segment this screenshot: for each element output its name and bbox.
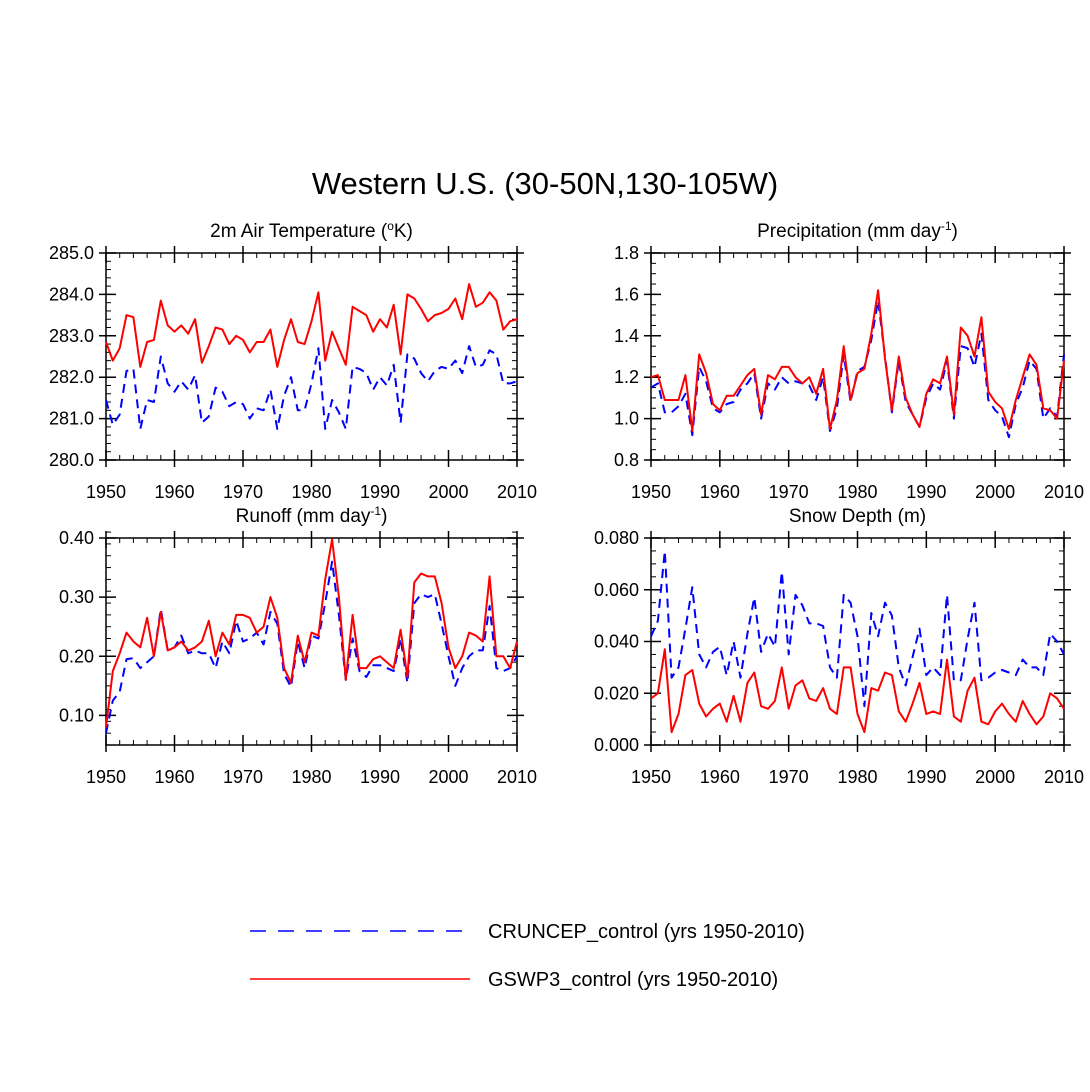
chart-panel-4: Snow Depth (m) 0.000 0.020 0.040 0.060 0.080 1… xyxy=(594,506,1084,787)
x-tick-label: 2010 xyxy=(1044,482,1084,502)
chart-panel-1: 2m Air Temperature (oK) 280.0 281.0 282.0 28… xyxy=(49,219,537,502)
y-tick-label: 0.10 xyxy=(59,705,94,725)
series-line-gswp3 xyxy=(105,283,518,368)
x-tick-label: 2000 xyxy=(975,767,1015,787)
y-tick-label: 1.0 xyxy=(614,409,639,429)
x-tick-label: 1990 xyxy=(360,482,400,502)
series-line-cruncep xyxy=(650,299,1065,439)
y-tick-label: 280.0 xyxy=(49,450,94,470)
x-tick-label: 1950 xyxy=(631,767,671,787)
series-line-cruncep xyxy=(650,549,1065,708)
y-tick-label: 0.30 xyxy=(59,587,94,607)
panel-title: Runoff (mm day-1) xyxy=(236,504,388,527)
y-tick-label: 285.0 xyxy=(49,243,94,263)
series-line-gswp3 xyxy=(650,289,1065,432)
x-tick-label: 2010 xyxy=(497,767,537,787)
y-tick-label: 282.0 xyxy=(49,367,94,387)
y-tick-label: 0.8 xyxy=(614,450,639,470)
x-tick-label: 2000 xyxy=(428,482,468,502)
x-tick-label: 1960 xyxy=(154,482,194,502)
x-tick-label: 2010 xyxy=(1044,767,1084,787)
plot-frame xyxy=(105,537,518,746)
x-tick-label: 1960 xyxy=(700,767,740,787)
x-tick-label: 2000 xyxy=(428,767,468,787)
x-tick-label: 1950 xyxy=(631,482,671,502)
legend: CRUNCEP_control (yrs 1950-2010) GSWP3_co… xyxy=(250,921,805,991)
x-tick-label: 1970 xyxy=(223,482,263,502)
y-tick-label: 0.000 xyxy=(594,735,639,755)
x-tick-label: 1990 xyxy=(906,482,946,502)
x-tick-label: 1950 xyxy=(86,767,126,787)
y-tick-label: 284.0 xyxy=(49,284,94,304)
x-tick-label: 1960 xyxy=(700,482,740,502)
panel-title: Precipitation (mm day-1) xyxy=(757,219,958,242)
y-tick-label: 1.4 xyxy=(614,326,639,346)
y-tick-label: 1.2 xyxy=(614,367,639,387)
y-tick-label: 0.020 xyxy=(594,683,639,703)
x-tick-label: 2000 xyxy=(975,482,1015,502)
figure-title: Western U.S. (30-50N,130-105W) xyxy=(312,166,778,201)
chart-panels: 2m Air Temperature (oK) 280.0 281.0 282.0 28… xyxy=(49,219,1084,787)
x-tick-label: 1990 xyxy=(906,767,946,787)
y-tick-label: 0.20 xyxy=(59,646,94,666)
y-tick-label: 283.0 xyxy=(49,326,94,346)
series-line-cruncep xyxy=(105,345,518,430)
x-tick-label: 1960 xyxy=(154,767,194,787)
x-tick-label: 2010 xyxy=(497,482,537,502)
series-line-gswp3 xyxy=(650,648,1065,734)
y-tick-label: 0.060 xyxy=(594,580,639,600)
series-line-gswp3 xyxy=(105,538,518,728)
panel-title: 2m Air Temperature (oK) xyxy=(210,219,413,242)
panel-title: Snow Depth (m) xyxy=(789,506,926,527)
y-tick-label: 1.6 xyxy=(614,284,639,304)
x-tick-label: 1980 xyxy=(837,482,877,502)
legend-label-gswp3: GSWP3_control (yrs 1950-2010) xyxy=(488,969,778,991)
y-tick-label: 1.8 xyxy=(614,243,639,263)
y-tick-label: 0.040 xyxy=(594,632,639,652)
y-tick-label: 0.40 xyxy=(59,528,94,548)
plot-frame xyxy=(105,252,518,461)
y-tick-label: 0.080 xyxy=(594,528,639,548)
x-tick-label: 1970 xyxy=(223,767,263,787)
x-tick-label: 1970 xyxy=(769,482,809,502)
x-tick-label: 1980 xyxy=(291,482,331,502)
x-tick-label: 1980 xyxy=(837,767,877,787)
x-tick-label: 1980 xyxy=(291,767,331,787)
legend-label-cruncep: CRUNCEP_control (yrs 1950-2010) xyxy=(488,921,805,943)
y-tick-label: 281.0 xyxy=(49,409,94,429)
chart-panel-2: Precipitation (mm day-1) 0.8 1.0 1.2 1.4 1.6 1… xyxy=(614,219,1084,502)
x-tick-label: 1970 xyxy=(769,767,809,787)
plot-frame xyxy=(650,252,1065,461)
x-tick-label: 1990 xyxy=(360,767,400,787)
chart-panel-3: Runoff (mm day-1) 0.10 0.20 0.30 0.40 1950 196… xyxy=(59,504,537,787)
x-tick-label: 1950 xyxy=(86,482,126,502)
